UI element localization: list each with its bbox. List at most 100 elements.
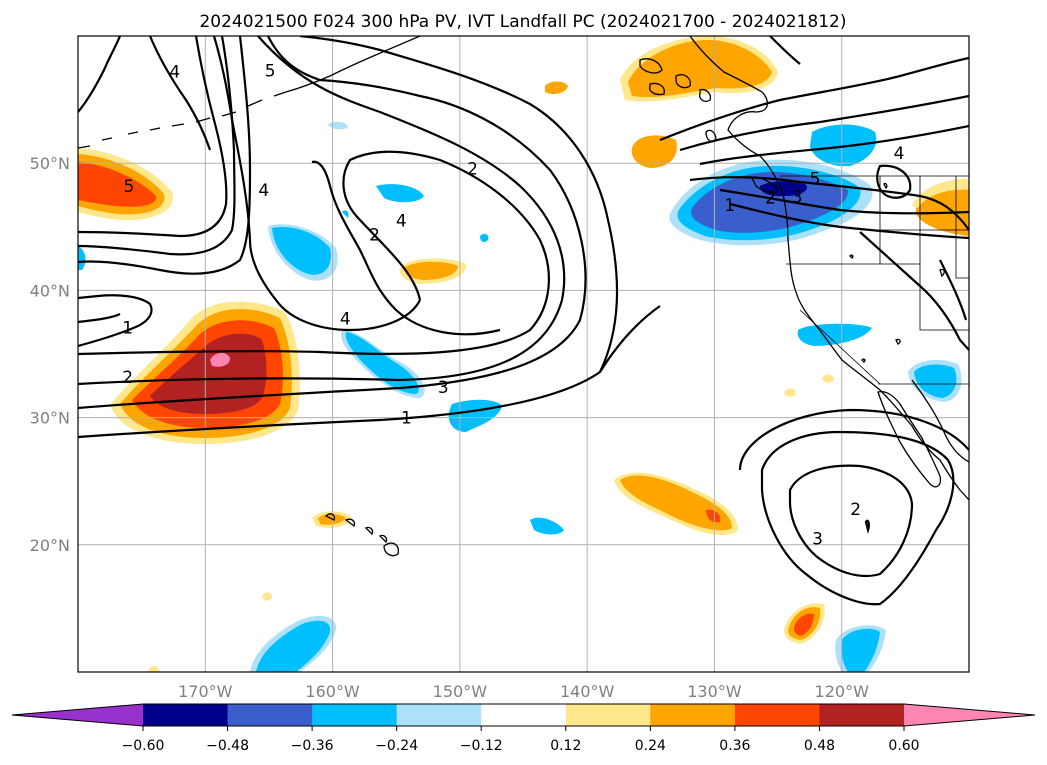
- lat-tick-label: 40°N: [30, 281, 70, 300]
- shade-aksmall-pos: [545, 81, 568, 94]
- shade-neg-137-20: [530, 517, 564, 535]
- lat-tick-label: 30°N: [30, 409, 70, 428]
- pv-contour-label: 5: [265, 61, 276, 81]
- lon-tick-label: 120°W: [815, 682, 870, 701]
- lon-tick-label: 130°W: [687, 682, 742, 701]
- pv-contour-east-2: [699, 124, 969, 166]
- lon-tick-labels: 170°W 160°W 150°W 140°W 130°W 120°W: [178, 682, 869, 701]
- colorbar-extend-min: [12, 704, 143, 726]
- colorbar-tick-label: 0.12: [550, 738, 581, 754]
- pv-contour-south-low-3: [788, 464, 914, 578]
- pv-contour-label: 2: [369, 225, 380, 245]
- pv-contour-label: 3: [792, 187, 803, 207]
- pv-contour-label: 4: [894, 144, 905, 164]
- shade-neg-tiny-2: [342, 210, 349, 218]
- shade-sub-pos-vstrong: [150, 333, 267, 414]
- pv-contour-trough-loop: [769, 36, 801, 65]
- borders: [780, 175, 969, 385]
- pv-contour-coast-1: [859, 231, 969, 351]
- lat-tick-label: 20°N: [30, 536, 70, 555]
- pv-contour-label: 2: [850, 500, 861, 520]
- pv-contour-label: 4: [340, 309, 351, 329]
- colorbar-tick-label: 0.24: [635, 738, 666, 754]
- pv-contour-2-south: [78, 36, 587, 410]
- pv-contour-label: 2: [122, 368, 133, 388]
- pv-contour-label: 5: [124, 177, 135, 197]
- ivt-shading: [78, 36, 969, 672]
- shade-midpac-pos-mid: [404, 261, 458, 280]
- pv-contour-label: 4: [258, 181, 269, 201]
- coast-baja: [877, 390, 942, 488]
- shade-ak-pos-mid: [628, 40, 772, 98]
- coast-hawaii: [324, 513, 399, 557]
- pv-contour-ne-loop: [876, 164, 912, 199]
- pv-contour-label: 4: [169, 63, 180, 83]
- pv-contour-label: 1: [122, 318, 133, 338]
- pv-contour-east-4: [659, 56, 969, 142]
- colorbar-tick-label: 0.60: [888, 738, 919, 754]
- pv-contour-label: 3: [812, 529, 823, 549]
- pv-contour-south-outer: [738, 408, 969, 471]
- coast-ak-islands: [639, 58, 712, 102]
- border-states-4: [919, 176, 969, 279]
- shade-neg-160-15-mid: [256, 620, 331, 672]
- colorbar-segment: [396, 704, 482, 726]
- coast-gulf-california: [911, 379, 969, 463]
- pv-contour-east-5: [719, 188, 969, 215]
- colorbar-tick-label: 0.36: [719, 738, 750, 754]
- shade-neg-tiny-1: [480, 233, 489, 243]
- shade-neg-122-13-mid: [841, 628, 880, 672]
- pv-contour-ridge-1: [599, 305, 661, 373]
- pv-contour-3-west: [78, 36, 236, 256]
- coast-alaska-peninsula: [285, 36, 421, 93]
- lon-tick-label: 160°W: [305, 682, 360, 701]
- shade-neg-baja-mid: [914, 364, 957, 398]
- pv-contour-1-south: [78, 36, 619, 439]
- lon-tick-label: 170°W: [178, 682, 233, 701]
- pv-contour-south-low-2: [760, 430, 955, 606]
- pv-contour-4-south: [78, 150, 550, 356]
- pv-contour-east-3: [679, 94, 969, 152]
- pv-contour-2-west: [78, 36, 252, 275]
- colorbar-tick-label: −0.48: [206, 738, 249, 754]
- colorbar: −0.60 −0.48 −0.36 −0.24 −0.12 0.12 0.24 0.36 0.4…: [11, 703, 1036, 754]
- colorbar-segment: [312, 704, 398, 726]
- shade-sub-pos-max: [210, 352, 230, 367]
- pv-contour-6-inner: [311, 160, 501, 336]
- pv-contour-east-6: [729, 202, 969, 240]
- pv-contour-label: 1: [724, 196, 735, 216]
- pv-contour-label: 3: [438, 378, 449, 398]
- colorbar-segment: [819, 704, 905, 726]
- colorbar-segment: [734, 704, 820, 726]
- colorbar-tick-label: 0.48: [804, 738, 835, 754]
- colorbar-extend-max: [904, 704, 1035, 726]
- lat-tick-label: 50°N: [30, 154, 70, 173]
- shade-band-pos-mid: [620, 475, 732, 531]
- shade-neg-155-lat48: [376, 184, 424, 203]
- shade-band-pos-strong: [706, 509, 721, 523]
- coastlines: [78, 36, 969, 557]
- shade-pos-tiny-2: [784, 388, 796, 397]
- coast-small-islands: [849, 182, 945, 363]
- colorbar-tick-label: −0.24: [375, 738, 418, 754]
- shade-pos-tiny-3: [262, 592, 272, 601]
- shade-pos-ne-weak: [912, 179, 969, 208]
- lon-tick-label: 150°W: [433, 682, 488, 701]
- shade-akgulf-pos: [631, 135, 677, 168]
- map-frame: [77, 35, 970, 673]
- colorbar-tick-label: −0.36: [291, 738, 334, 754]
- shade-pos-126-13-strong: [794, 613, 814, 636]
- pv-contour-south-low-inner: [864, 519, 870, 534]
- lon-tick-label: 140°W: [560, 682, 615, 701]
- pv-contours: [78, 36, 969, 606]
- pv-contour-1-west: [78, 294, 153, 348]
- coast-north-america: [689, 36, 969, 501]
- pv-contour-label: 2: [467, 159, 478, 179]
- colorbar-tick-label: −0.60: [122, 738, 165, 754]
- shade-neg-west: [78, 246, 86, 270]
- shade-neg-168-mid: [272, 226, 331, 275]
- lat-tick-labels: 20°N 30°N 40°N 50°N: [30, 154, 70, 555]
- pv-contour-label: 2: [765, 189, 776, 209]
